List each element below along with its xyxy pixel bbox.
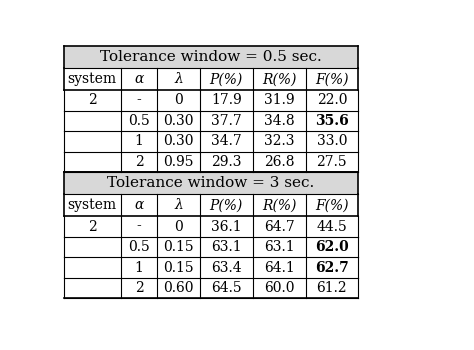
Text: 0: 0 xyxy=(174,93,183,107)
Text: 36.1: 36.1 xyxy=(211,219,242,233)
Text: 63.4: 63.4 xyxy=(211,260,242,274)
Text: 22.0: 22.0 xyxy=(317,93,347,107)
Text: 26.8: 26.8 xyxy=(264,155,295,169)
Text: 64.5: 64.5 xyxy=(211,281,242,295)
Text: α: α xyxy=(134,198,144,212)
Text: 44.5: 44.5 xyxy=(317,219,347,233)
Text: 0.30: 0.30 xyxy=(163,114,194,128)
Text: 31.9: 31.9 xyxy=(264,93,295,107)
Text: 35.6: 35.6 xyxy=(315,114,349,128)
Text: 61.2: 61.2 xyxy=(317,281,347,295)
Text: λ: λ xyxy=(174,198,183,212)
Bar xyxy=(64,46,357,68)
Text: 1: 1 xyxy=(135,260,144,274)
Text: 37.7: 37.7 xyxy=(211,114,242,128)
Text: system: system xyxy=(68,198,117,212)
Text: λ: λ xyxy=(174,72,183,86)
Text: system: system xyxy=(68,72,117,86)
Text: -: - xyxy=(137,219,141,233)
Text: 63.1: 63.1 xyxy=(264,240,295,254)
Text: 0.60: 0.60 xyxy=(163,281,194,295)
Text: 34.7: 34.7 xyxy=(211,134,242,148)
Text: 0.15: 0.15 xyxy=(163,240,194,254)
Text: 1: 1 xyxy=(135,134,144,148)
Text: Tolerance window = 3 sec.: Tolerance window = 3 sec. xyxy=(107,176,314,190)
Text: 64.1: 64.1 xyxy=(264,260,295,274)
Text: P(%): P(%) xyxy=(210,72,243,86)
Text: 17.9: 17.9 xyxy=(211,93,242,107)
Text: P(%): P(%) xyxy=(210,198,243,212)
Text: 2: 2 xyxy=(135,281,143,295)
Text: 0.30: 0.30 xyxy=(163,134,194,148)
Text: 0.15: 0.15 xyxy=(163,260,194,274)
Text: α: α xyxy=(134,72,144,86)
Text: 2: 2 xyxy=(135,155,143,169)
Text: 60.0: 60.0 xyxy=(264,281,295,295)
Text: F(%): F(%) xyxy=(315,198,348,212)
Text: Tolerance window = 0.5 sec.: Tolerance window = 0.5 sec. xyxy=(100,50,321,64)
Text: 34.8: 34.8 xyxy=(264,114,295,128)
Text: R(%): R(%) xyxy=(262,72,297,86)
Text: 2: 2 xyxy=(88,219,97,233)
Text: 63.1: 63.1 xyxy=(211,240,242,254)
Text: 32.3: 32.3 xyxy=(264,134,295,148)
Text: 0: 0 xyxy=(174,219,183,233)
Text: 0.5: 0.5 xyxy=(128,240,150,254)
Text: 27.5: 27.5 xyxy=(317,155,347,169)
Text: 2: 2 xyxy=(88,93,97,107)
Bar xyxy=(64,172,357,194)
Text: 0.95: 0.95 xyxy=(163,155,194,169)
Text: -: - xyxy=(137,93,141,107)
Text: F(%): F(%) xyxy=(315,72,348,86)
Text: 0.5: 0.5 xyxy=(128,114,150,128)
Text: 62.0: 62.0 xyxy=(315,240,349,254)
Text: R(%): R(%) xyxy=(262,198,297,212)
Text: 64.7: 64.7 xyxy=(264,219,295,233)
Text: 33.0: 33.0 xyxy=(317,134,347,148)
Text: 62.7: 62.7 xyxy=(315,260,349,274)
Text: 29.3: 29.3 xyxy=(211,155,241,169)
